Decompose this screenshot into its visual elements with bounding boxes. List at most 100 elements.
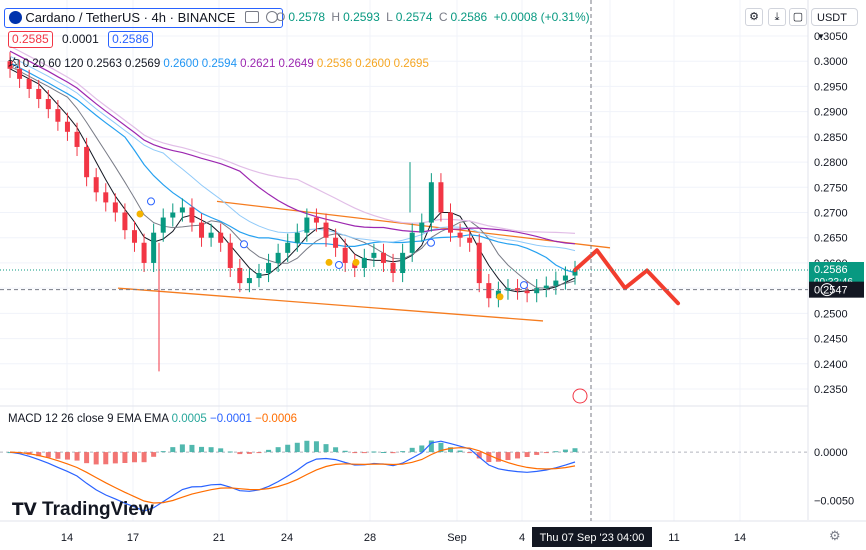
- brand-name: TradingView: [42, 499, 154, 520]
- macd-hist-bar: [199, 446, 205, 453]
- time-tick-label: 14: [61, 532, 73, 544]
- collapse-icon[interactable]: ⤓: [768, 8, 786, 26]
- candle-body: [371, 252, 377, 258]
- macd-hist-bar: [313, 441, 319, 453]
- macd-signal-value: −0.0006: [255, 413, 298, 425]
- candle-body: [266, 262, 272, 274]
- tradingview-logo[interactable]: 𝗧𝗩 TradingView: [12, 499, 154, 521]
- macd-hist-bar: [246, 452, 252, 454]
- macd-hist-bar: [352, 452, 358, 454]
- time-tick-label: 17: [127, 532, 139, 544]
- spread-value: 0.0001: [62, 32, 99, 46]
- crosshair: [0, 0, 808, 521]
- candle-body: [562, 275, 568, 281]
- candle-body: [189, 207, 195, 223]
- candle-body: [342, 247, 348, 263]
- macd-hist-bar: [112, 452, 118, 464]
- low-value: 0.2574: [395, 10, 433, 24]
- macd-hist-value: 0.0005: [171, 413, 207, 425]
- macd-hist-bar: [218, 448, 224, 453]
- cardano-icon: [9, 11, 22, 24]
- candle-body: [323, 222, 329, 238]
- macd-hist-bar: [131, 452, 137, 463]
- macd-legend[interactable]: MACD 12 26 close 9 EMA EMA 0.0005 −0.000…: [8, 413, 297, 425]
- eye-icon[interactable]: [244, 11, 259, 23]
- chevron-down-icon: ▼: [817, 32, 825, 41]
- price-tick-label: 0.2450: [814, 334, 848, 346]
- macd-hist-bar: [170, 447, 176, 453]
- macd-line: [9, 440, 576, 512]
- maximize-icon[interactable]: ▢: [789, 8, 807, 26]
- currency-select[interactable]: USDT ▼: [811, 8, 858, 41]
- candle-body: [400, 252, 406, 274]
- candle-body: [457, 232, 463, 238]
- gear-icon[interactable]: ⚙: [829, 528, 841, 543]
- candle-body: [141, 242, 147, 263]
- candle-body: [390, 262, 396, 274]
- candle-body: [467, 237, 473, 243]
- ma-values: 0.2563 0.2569 0.2600 0.2594 0.2621 0.264…: [87, 58, 429, 70]
- add-alert-icon: [820, 283, 834, 297]
- candle-body: [151, 232, 157, 263]
- price-tick-label: 0.3050: [814, 31, 848, 43]
- macd-hist-bar: [380, 451, 386, 453]
- settings-gear-button[interactable]: ⚙: [745, 8, 763, 26]
- sell-price-button[interactable]: 0.2585: [8, 31, 53, 48]
- macd-hist-bar: [400, 451, 406, 453]
- high-value: 0.2593: [343, 10, 380, 24]
- macd-hist-bar: [36, 452, 42, 457]
- candle-body: [55, 109, 61, 122]
- candle-body: [380, 252, 386, 263]
- price-tick-label: 0.2350: [814, 384, 848, 396]
- candle-body: [419, 222, 425, 233]
- macd-hist-bar: [572, 448, 578, 453]
- candle-body: [36, 88, 42, 100]
- candle-body: [74, 131, 80, 147]
- buy-price-button[interactable]: 0.2586: [108, 31, 153, 48]
- bid-ask-row[interactable]: 0.2585 0.0001 0.2586: [8, 31, 153, 48]
- news-flag-icon: [572, 388, 588, 404]
- candle-body: [84, 146, 90, 178]
- macd-hist-bar: [515, 452, 521, 459]
- macd-hist-bar: [534, 452, 540, 455]
- macd-hist-bar: [562, 449, 568, 453]
- macd-tick-label: −0.0050: [814, 495, 854, 507]
- dividend-marker: [352, 258, 360, 266]
- symbol-legend[interactable]: Cardano / TetherUS · 4h · BINANCE: [4, 8, 284, 28]
- event-markers: [136, 197, 588, 404]
- channel-upper-line: [216, 200, 611, 249]
- macd-hist-bar: [476, 452, 482, 459]
- settings-icon[interactable]: [266, 11, 279, 23]
- time-tick-label: 28: [364, 532, 376, 544]
- event-marker: [147, 197, 155, 206]
- macd-hist-bar: [323, 444, 329, 453]
- macd-hist-bar: [237, 452, 243, 455]
- price-tick-label: 0.2850: [814, 132, 848, 144]
- macd-hist-bar: [467, 452, 473, 454]
- time-tick-label: 24: [281, 532, 293, 544]
- macd-tick-label: 0.0000: [814, 447, 848, 459]
- price-tick-label: 0.2900: [814, 107, 848, 119]
- moving-averages: [9, 45, 576, 293]
- candle-body: [428, 182, 434, 223]
- ma-value-2: 0.2600: [160, 58, 199, 70]
- ma-legend[interactable]: 均 0 20 60 120 0.2563 0.2569 0.2600 0.259…: [8, 55, 429, 71]
- macd-hist-bar: [74, 452, 80, 461]
- ma-value-4: 0.2621: [236, 58, 276, 70]
- ma-line-2: [9, 62, 576, 274]
- dividend-marker: [136, 210, 144, 218]
- macd-hist-bar: [553, 451, 559, 453]
- macd-hist-bar: [333, 447, 339, 453]
- macd-hist-bar: [486, 452, 492, 463]
- time-axis[interactable]: 1417212428Sep471114Thu 07 Sep '23 04:00: [0, 520, 866, 547]
- ma-value-7: 0.2600: [352, 58, 391, 70]
- macd-hist-bar: [275, 447, 281, 453]
- macd-hist-bar: [179, 444, 185, 453]
- macd-pane: [0, 440, 808, 512]
- macd-hist-bar: [141, 452, 147, 463]
- time-tick-label: 4: [519, 532, 525, 544]
- price-axis[interactable]: 0.3050 0.3000 0.2950 0.2900 0.2850 0.2800 0.27…: [807, 0, 864, 520]
- candle-body: [64, 121, 70, 132]
